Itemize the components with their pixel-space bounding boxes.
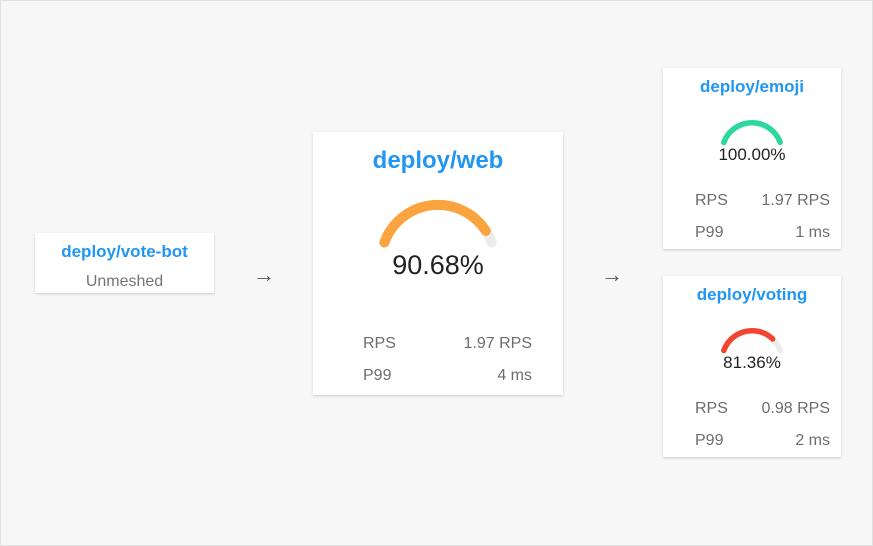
metric-label: P99 xyxy=(695,224,724,241)
metric-row-p99: P99 2 ms xyxy=(663,425,841,457)
success-rate-value: 90.68% xyxy=(392,250,484,280)
metric-value: 1 ms xyxy=(795,224,830,241)
metrics-table: RPS 1.97 RPS P99 1 ms xyxy=(663,185,841,249)
node-card-emoji: deploy/emoji 100.00% RPS 1.97 RPS P99 1 … xyxy=(663,68,841,249)
metric-label: P99 xyxy=(363,367,392,384)
node-link-web[interactable]: deploy/web xyxy=(372,147,504,174)
edge-arrow-icon: → xyxy=(601,262,623,287)
gauge-value-arc xyxy=(721,120,783,146)
metric-label: P99 xyxy=(695,432,724,449)
metrics-table: RPS 1.97 RPS P99 4 ms xyxy=(313,328,563,395)
metric-value: 0.98 RPS xyxy=(761,400,830,417)
metric-value: 4 ms xyxy=(497,367,532,384)
node-link-emoji[interactable]: deploy/emoji xyxy=(700,77,804,96)
node-link-vote-bot[interactable]: deploy/vote-bot xyxy=(61,242,188,261)
node-card-vote-bot: deploy/vote-bot Unmeshed xyxy=(35,233,214,293)
metric-value: 1.97 RPS xyxy=(463,335,532,352)
success-rate-gauge xyxy=(721,328,783,354)
node-status-unmeshed: Unmeshed xyxy=(85,273,164,290)
metric-row-rps: RPS 0.98 RPS xyxy=(663,393,841,425)
metric-row-p99: P99 1 ms xyxy=(663,217,841,249)
success-rate-value: 100.00% xyxy=(718,145,786,164)
metrics-table: RPS 0.98 RPS P99 2 ms xyxy=(663,393,841,457)
metric-row-rps: RPS 1.97 RPS xyxy=(663,185,841,217)
edge-arrow-icon: → xyxy=(253,262,275,287)
gauge-value-arc xyxy=(379,199,497,248)
metric-row-p99: P99 4 ms xyxy=(313,360,563,392)
success-rate-gauge xyxy=(721,120,783,146)
gauge-value-arc xyxy=(721,328,783,354)
metric-value: 2 ms xyxy=(795,432,830,449)
success-rate-gauge xyxy=(379,199,497,248)
node-link-voting[interactable]: deploy/voting xyxy=(696,285,808,304)
metric-label: RPS xyxy=(695,400,728,417)
metric-value: 1.97 RPS xyxy=(761,192,830,209)
metric-label: RPS xyxy=(363,335,396,352)
success-rate-value: 81.36% xyxy=(723,353,781,372)
node-card-web: deploy/web 90.68% RPS 1.97 RPS P99 4 ms xyxy=(313,132,563,395)
metric-label: RPS xyxy=(695,192,728,209)
node-card-voting: deploy/voting 81.36% RPS 0.98 RPS P99 2 … xyxy=(663,276,841,457)
metric-row-rps: RPS 1.97 RPS xyxy=(313,328,563,360)
